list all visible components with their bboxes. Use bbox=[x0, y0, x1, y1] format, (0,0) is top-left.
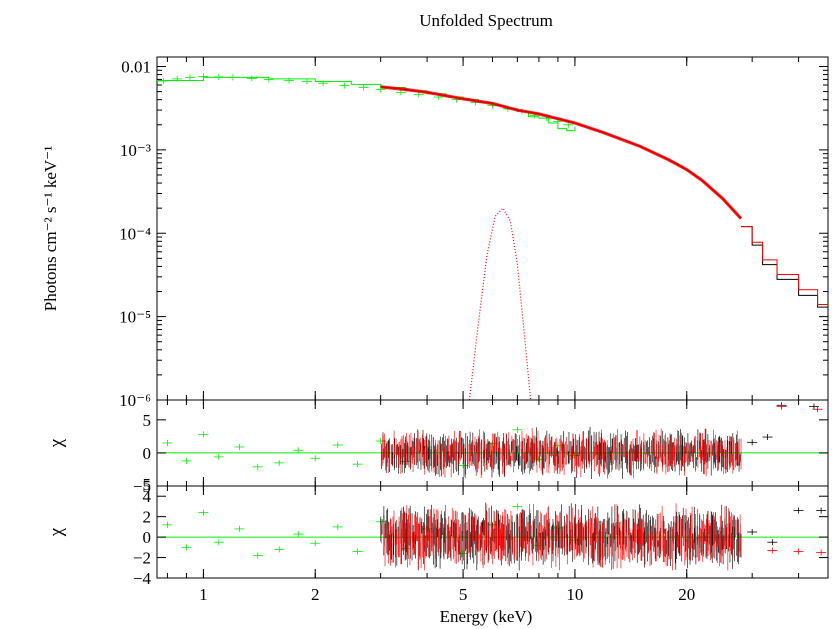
y-axis-label: χ bbox=[46, 527, 67, 537]
y-tick-label: −2 bbox=[133, 549, 151, 568]
series-green-step bbox=[157, 76, 576, 132]
x-tick-label: 1 bbox=[199, 585, 208, 604]
series-red-dotted bbox=[468, 207, 532, 401]
x-tick-label: 20 bbox=[678, 585, 695, 604]
model-step-line bbox=[741, 226, 828, 308]
line-component bbox=[468, 207, 532, 401]
y-tick-label: 2 bbox=[143, 508, 152, 527]
x-axis-label: Energy (keV) bbox=[440, 607, 533, 626]
series-red-noise bbox=[381, 427, 742, 479]
y-tick-label: 5 bbox=[143, 411, 152, 430]
y-axis-label: Photons cm⁻² s⁻¹ keV⁻¹ bbox=[41, 146, 60, 311]
panel-residuals-2: 4 20 −2−4 5 χ bbox=[46, 475, 829, 588]
y-tick-label: 10⁻⁴ bbox=[119, 224, 151, 243]
series-red-points bbox=[767, 547, 827, 556]
model-step-line bbox=[157, 76, 576, 132]
plot-layer: 0.01 10⁻³ 10⁻⁴ 10⁻⁵ 10⁻⁶ Photons cm⁻² s⁻¹ keV… bbox=[41, 56, 829, 604]
series-green-points bbox=[158, 73, 574, 128]
y-axis-label: χ bbox=[46, 438, 67, 448]
series-red-points bbox=[776, 403, 823, 413]
x-tick-label: 10 bbox=[566, 585, 583, 604]
y-tick-label: 0.01 bbox=[121, 58, 151, 77]
y-tick-label: 0 bbox=[143, 528, 152, 547]
panel-spectrum: 0.01 10⁻³ 10⁻⁴ 10⁻⁵ 10⁻⁶ Photons cm⁻² s⁻¹ keV… bbox=[41, 56, 829, 410]
series-black-points bbox=[747, 402, 819, 446]
y-tick-label: −5 bbox=[133, 477, 151, 496]
chart-title: Unfolded Spectrum bbox=[419, 11, 553, 30]
series-green-points bbox=[162, 503, 580, 559]
series-red-noise bbox=[380, 503, 741, 571]
series-black-points bbox=[747, 507, 827, 546]
y-tick-label: 10⁻⁶ bbox=[119, 391, 151, 410]
y-tick-label: 5 bbox=[143, 475, 152, 494]
series-black-step bbox=[741, 226, 828, 308]
y-tick-label: 10⁻³ bbox=[120, 141, 151, 160]
series-red-band bbox=[380, 85, 743, 220]
model-step-line bbox=[741, 226, 828, 305]
y-tick-label: 4 bbox=[143, 487, 152, 506]
panel-residuals-1: 5 0 −5 χ bbox=[46, 399, 829, 496]
series-red-step bbox=[741, 226, 828, 305]
y-tick-label: −4 bbox=[133, 569, 152, 588]
y-tick-label: 10⁻⁵ bbox=[119, 308, 151, 327]
x-tick-label: 2 bbox=[311, 585, 320, 604]
model-line bbox=[380, 86, 742, 220]
x-tick-label: 5 bbox=[459, 585, 468, 604]
data-band bbox=[380, 85, 743, 220]
y-tick-label: 0 bbox=[143, 444, 152, 463]
